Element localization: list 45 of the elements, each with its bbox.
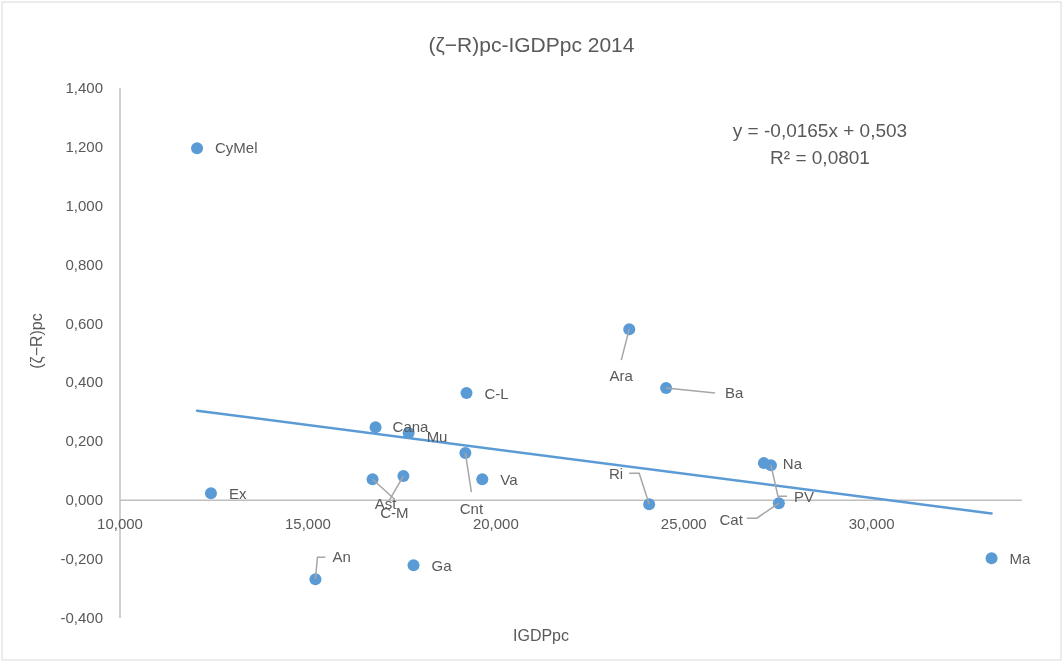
y-tick-label: 0,000 [65,491,103,509]
annotation: R² = 0,0801 [770,147,870,168]
x-tick-label: 15,000 [284,515,331,533]
annotation: Ri [609,465,624,483]
x-axis-title: IGDPpc [512,627,570,644]
point [397,470,410,483]
annotation: Ma [1009,550,1032,568]
x-tick-label: 10,000 [97,515,143,533]
annotation: Ga [431,557,453,575]
point [369,421,382,434]
point [407,559,420,572]
x-tick-label: 20,000 [472,515,519,533]
point [772,497,785,510]
y-tick-label: -0,400 [60,609,103,626]
y-tick-label: 1,000 [65,196,103,214]
chart-title: (ζ−R)pc-IGDPpc 2014 [428,33,635,56]
point [985,552,998,565]
point [476,473,489,486]
y-tick-label: 0,800 [65,255,103,273]
point [204,487,217,500]
annotation: An [332,548,351,566]
point [764,459,777,472]
annotation: Na [782,455,803,473]
point [191,142,204,155]
point [660,382,673,395]
point [460,387,473,400]
y-tick-label: 0,600 [65,314,103,332]
y-tick-label: 0,200 [65,432,103,450]
x-tick-label: 30,000 [848,515,895,533]
annotation: Ba [725,384,745,402]
annotation: Cnt [459,500,484,518]
y-tick-label: -0,200 [60,550,103,568]
y-tick-label: 1,200 [65,137,103,155]
annotation: y = -0,0165x + 0,503 [732,120,908,141]
annotation: CyMel [215,139,258,157]
annotation: PV [793,488,814,506]
annotation: Ex [228,485,247,503]
x-tick-label: 25,000 [660,515,707,533]
annotation: Va [500,471,519,489]
y-tick-label: 0,400 [65,373,103,391]
annotation: Cat [719,511,744,529]
y-tick-label: 1,400 [65,79,103,96]
annotation: Ara [609,367,634,385]
annotation: C-L [484,385,509,403]
y-axis-title: (ζ−R)pc [28,313,46,369]
